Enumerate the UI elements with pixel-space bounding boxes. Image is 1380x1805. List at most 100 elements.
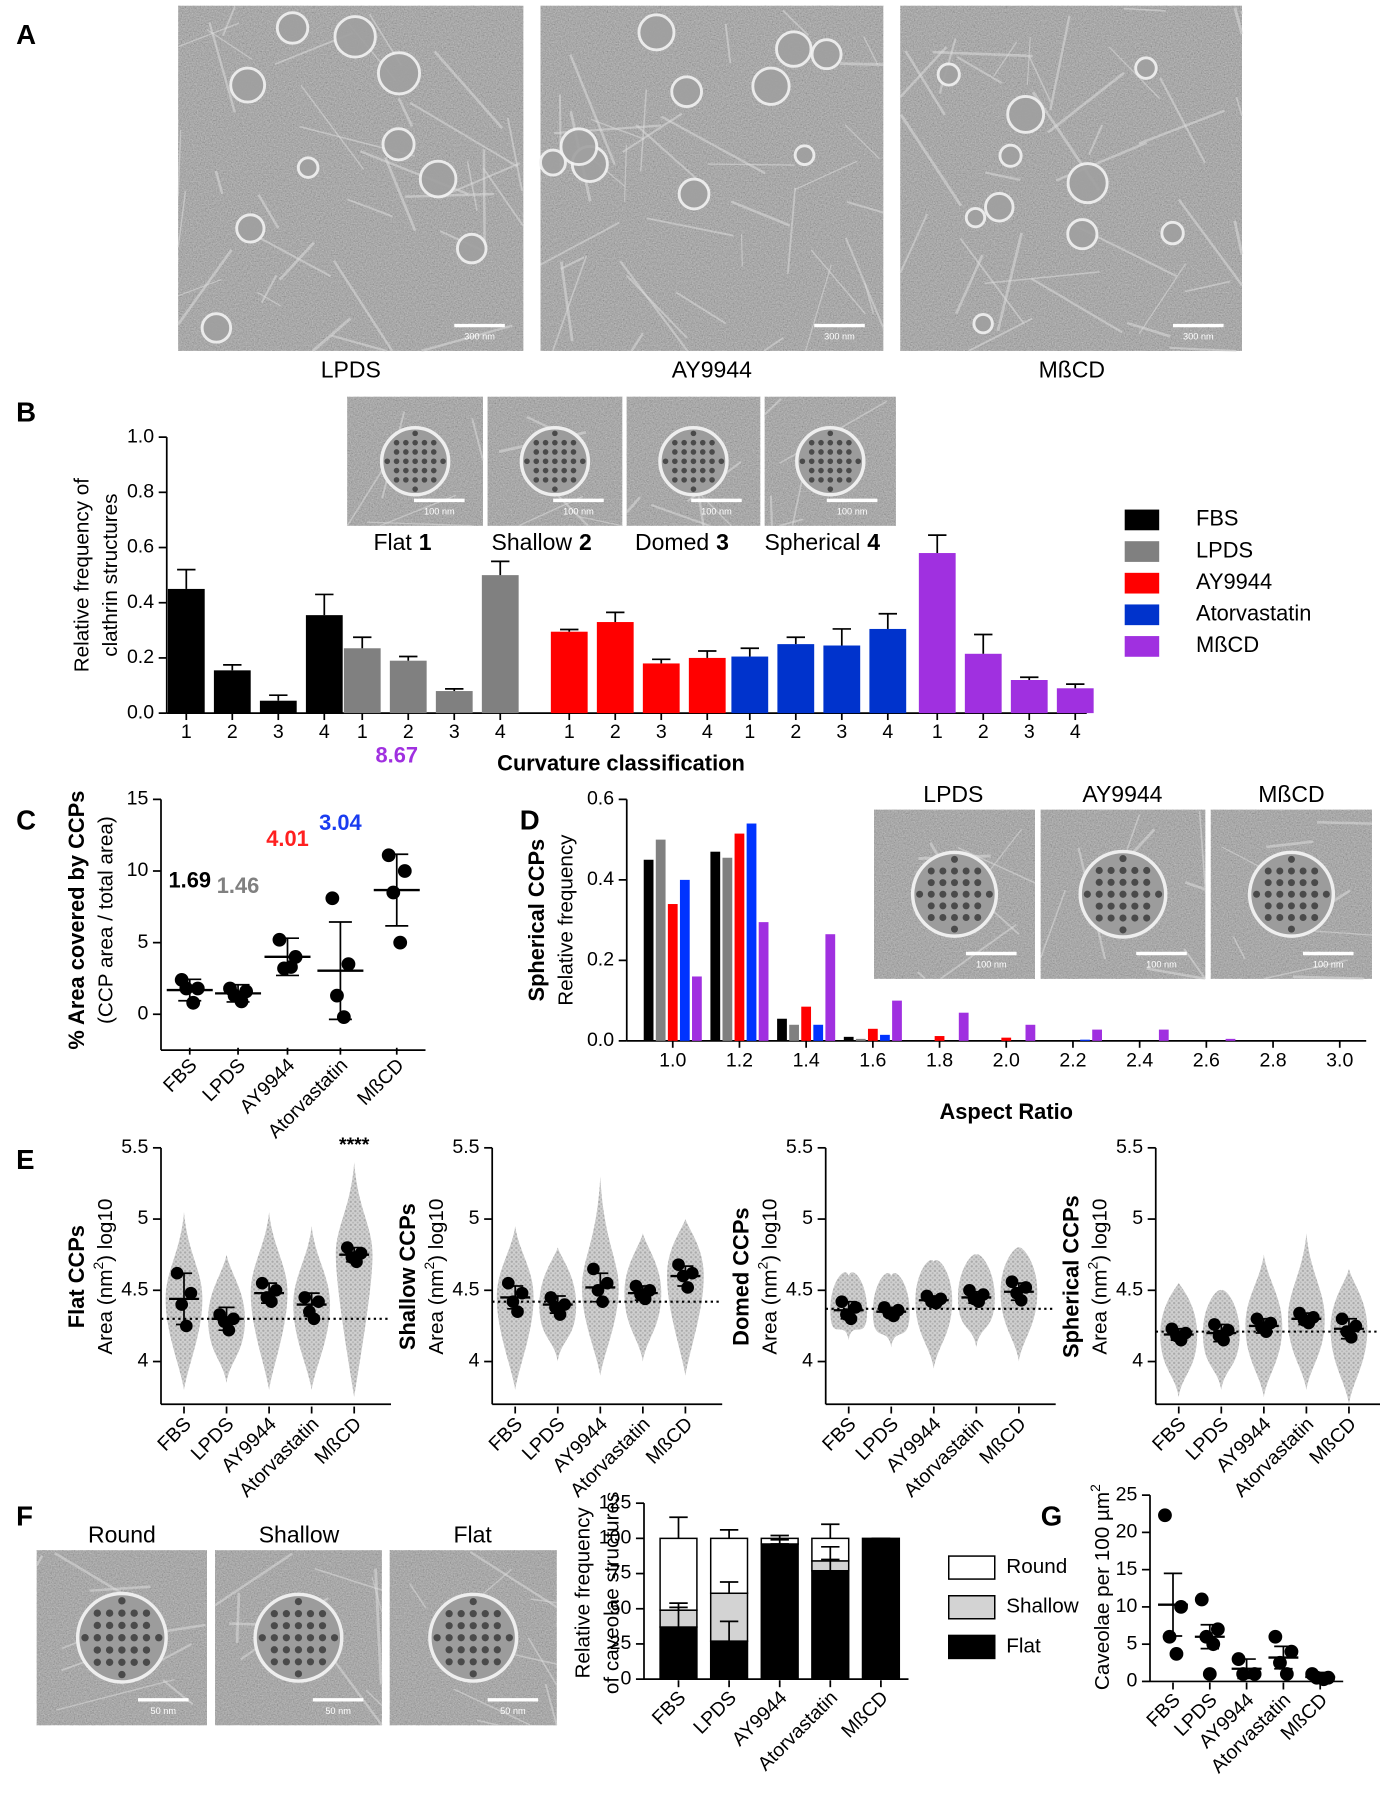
micrograph: 50 nm [37, 1550, 207, 1725]
texture-lattice [1143, 867, 1150, 874]
texture-lattice [846, 468, 852, 474]
texture-lattice [1119, 867, 1126, 874]
texture-lattice [1288, 891, 1295, 898]
texture-lattice [1265, 868, 1272, 875]
x-tick-label: 1.4 [793, 1050, 820, 1072]
texture-lattice [1300, 902, 1307, 909]
texture-lattice [571, 477, 577, 483]
bar [1011, 680, 1048, 713]
texture-lattice [431, 477, 437, 483]
texture-lattice [319, 1622, 326, 1629]
micrograph: 100 nm [1041, 810, 1205, 979]
legend-label: AY9944 [1196, 569, 1272, 594]
texture-lattice [458, 1646, 465, 1653]
texture-lattice [928, 914, 935, 921]
y-tick-label: 10 [1116, 1595, 1138, 1617]
legend-swatch [949, 1596, 995, 1619]
texture-pit [202, 314, 231, 343]
texture-lattice [1265, 879, 1272, 886]
label-part: ) log10 [1089, 1199, 1112, 1262]
texture-lattice [1300, 891, 1307, 898]
texture-pit [1000, 145, 1021, 166]
replicate-mean [180, 1320, 193, 1333]
texture-lattice [1108, 891, 1115, 898]
y-tick-label: 20 [1116, 1521, 1138, 1543]
texture-lattice [422, 477, 428, 483]
texture-lattice [672, 458, 678, 464]
legend-swatch [1125, 541, 1160, 562]
texture-fiber [484, 149, 485, 245]
scale-bar-label: 100 nm [424, 506, 455, 516]
data-point [1268, 1630, 1282, 1644]
texture-lattice [131, 1609, 138, 1616]
x-tick-label: 2 [610, 721, 621, 743]
texture-lattice [939, 914, 946, 921]
y-axis-label: Relative frequency of [70, 478, 93, 673]
texture-lattice [1311, 879, 1318, 886]
texture-lattice [561, 440, 567, 446]
texture-lattice [394, 440, 400, 446]
texture-lattice [691, 486, 697, 492]
texture-lattice [939, 902, 946, 909]
inset-label: Spherical [764, 529, 860, 555]
texture-pit [1008, 96, 1044, 132]
texture-lattice [470, 1622, 477, 1629]
texture-lattice [412, 440, 418, 446]
texture-lattice [951, 868, 958, 875]
texture-lattice [672, 477, 678, 483]
texture-lattice [118, 1671, 125, 1678]
panel-label: C [16, 805, 36, 836]
scale-bar-label: 100 nm [563, 506, 594, 516]
texture-lattice [1300, 868, 1307, 875]
texture-lattice [846, 477, 852, 483]
texture-lattice [818, 458, 824, 464]
texture-lattice [307, 1610, 314, 1617]
y-tick-label: 25 [1116, 1483, 1138, 1505]
replicate-mean [308, 1312, 321, 1325]
y-tick-label: 0.2 [587, 949, 614, 971]
texture-lattice [131, 1634, 138, 1641]
inset-number: 4 [867, 529, 880, 555]
texture-lattice [1108, 879, 1115, 886]
texture-lattice [818, 440, 824, 446]
x-tick-label: 2 [403, 721, 414, 743]
x-tick-label: 4 [319, 721, 330, 743]
panel-label: D [520, 805, 540, 836]
texture-lattice [295, 1658, 302, 1665]
micrograph: 100 nm [627, 397, 760, 526]
texture-lattice [986, 891, 993, 898]
y-tick-label: 4.5 [786, 1278, 813, 1300]
texture-lattice [106, 1622, 113, 1629]
x-tick-label: 1.2 [726, 1050, 753, 1072]
texture-lattice [440, 458, 446, 464]
texture-lattice [81, 1634, 88, 1641]
texture-lattice [1119, 914, 1126, 921]
texture-lattice [1108, 914, 1115, 921]
texture-lattice [1143, 891, 1150, 898]
texture-lattice [552, 431, 558, 437]
micrograph: 100 nm [347, 397, 483, 526]
label-part: ) log10 [94, 1199, 117, 1262]
texture-lattice [571, 449, 577, 455]
texture-lattice [458, 1634, 465, 1641]
x-tick-label: MßCD [975, 1413, 1030, 1468]
texture-lattice [837, 477, 843, 483]
legend-swatch [1125, 636, 1160, 657]
texture-lattice [533, 449, 539, 455]
texture-lattice [533, 440, 539, 446]
bar [1057, 688, 1094, 713]
texture-lattice [94, 1646, 101, 1653]
texture-lattice [571, 458, 577, 464]
y-tick-label: 0.8 [127, 480, 154, 502]
texture-lattice [1131, 914, 1138, 921]
texture-lattice [543, 468, 549, 474]
texture-lattice [446, 1634, 453, 1641]
micrograph: 100 nm [874, 810, 1035, 979]
y-tick-label: 15 [127, 788, 149, 810]
panel-label: E [16, 1144, 34, 1175]
x-tick-label: 2 [978, 721, 989, 743]
x-tick-label: FBS [648, 1687, 690, 1729]
texture-lattice [855, 458, 861, 464]
texture-lattice [470, 1670, 477, 1677]
y-axis-label: (CCP area / total area) [94, 816, 117, 1024]
